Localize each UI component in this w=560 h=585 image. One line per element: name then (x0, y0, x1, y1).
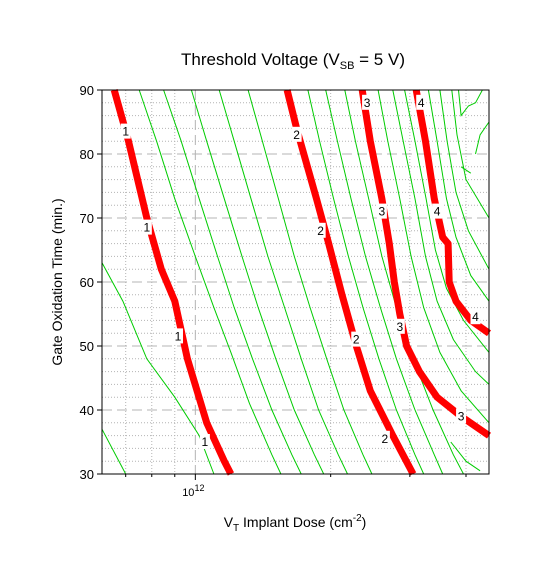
plot-frame (101, 89, 490, 475)
contour-label-4: 4 (418, 96, 425, 110)
contour-label-bg (351, 331, 362, 347)
contour-label-2: 2 (293, 128, 300, 142)
minor-contour-line (460, 166, 472, 174)
x-axis-label-superscript: -2 (353, 513, 362, 524)
contour-label-bg (416, 94, 427, 110)
minor-contour-line (450, 441, 481, 472)
y-tick-label: 50 (80, 339, 94, 354)
contour-label-1: 1 (122, 125, 129, 139)
axis-ticks: 30 40 50 60 70 80 90 1012 (80, 83, 467, 499)
contour-label-2: 2 (317, 224, 324, 238)
minor-contour-line (218, 89, 348, 475)
minor-contour-line (307, 89, 425, 475)
contour-label-bg (291, 126, 302, 142)
contour-label-bg (394, 318, 405, 334)
contour-line-level-1 (110, 89, 235, 476)
contour-label-2: 2 (353, 333, 360, 347)
minor-contour-line (458, 89, 483, 117)
contour-label-bg (315, 222, 326, 238)
x-axis-label-end: ) (362, 514, 367, 530)
x-axis-label: VT Implant Dose (cm-2) (224, 513, 367, 534)
y-axis-label: Gate Oxidation Time (min.) (49, 198, 65, 365)
chart-title: Threshold Voltage (VSB = 5 V) (181, 50, 405, 72)
contour-label-bg (376, 203, 387, 219)
y-tick-label: 80 (80, 147, 94, 162)
contour-labels: 1 1 1 1 2 2 2 2 3 3 3 3 4 4 4 (120, 94, 481, 449)
x-tick-label: 1012 (182, 483, 204, 499)
grid (102, 89, 489, 475)
minor-contour-line (247, 89, 373, 475)
contour-label-4: 4 (472, 310, 479, 324)
contour-label-bg (432, 203, 443, 219)
y-tick-label: 40 (80, 403, 94, 418)
contour-label-3: 3 (396, 320, 403, 334)
minor-contour-line (325, 89, 444, 475)
contour-label-1: 1 (175, 329, 182, 343)
contour-label-bg (470, 309, 481, 325)
x-axis-label-main: V (224, 514, 234, 530)
minor-contour-line (163, 89, 302, 475)
contour-label-3: 3 (458, 409, 465, 423)
y-tick-label: 70 (80, 211, 94, 226)
y-tick-label: 60 (80, 275, 94, 290)
contour-label-bg (172, 328, 183, 344)
contour-label-2: 2 (382, 432, 389, 446)
minor-contour-line (439, 89, 490, 270)
contour-label-4: 4 (434, 205, 441, 219)
minor-contour-line (404, 89, 490, 353)
contour-label-1: 1 (202, 435, 209, 449)
minor-contour-line (475, 121, 490, 155)
y-tick-label: 30 (80, 467, 94, 482)
minor-contour-line (190, 89, 325, 475)
minor-contour-line (377, 89, 490, 424)
contour-line-level-4 (412, 89, 492, 337)
minor-contour-line (101, 262, 215, 475)
minor-contour-line (101, 428, 127, 475)
contour-label-3: 3 (379, 205, 386, 219)
chart-title-rest: = 5 V) (354, 50, 405, 69)
contour-label-bg (456, 408, 467, 424)
minor-contour-line (451, 89, 490, 219)
contour-label-bg (199, 434, 210, 449)
contour-label-bg (120, 123, 131, 139)
contour-label-1: 1 (143, 221, 150, 235)
x-axis-label-subscript: T (233, 523, 239, 534)
minor-contour-line (392, 89, 490, 385)
x-axis-label-rest: Implant Dose (cm (239, 514, 353, 530)
y-tick-label: 90 (80, 83, 94, 98)
minor-contours (101, 89, 490, 475)
contour-label-bg (362, 94, 373, 110)
minor-contour-line (427, 89, 490, 302)
chart-title-main: Threshold Voltage (V (181, 50, 340, 69)
labeled-contours (110, 89, 492, 476)
contour-label-bg (379, 430, 390, 446)
contour-line-level-2 (283, 89, 417, 476)
minor-contour-line (138, 89, 282, 475)
contour-line-level-3 (358, 89, 491, 439)
chart-title-subscript: SB (340, 60, 355, 72)
contour-label-bg (141, 219, 152, 235)
contour-label-3: 3 (364, 96, 371, 110)
